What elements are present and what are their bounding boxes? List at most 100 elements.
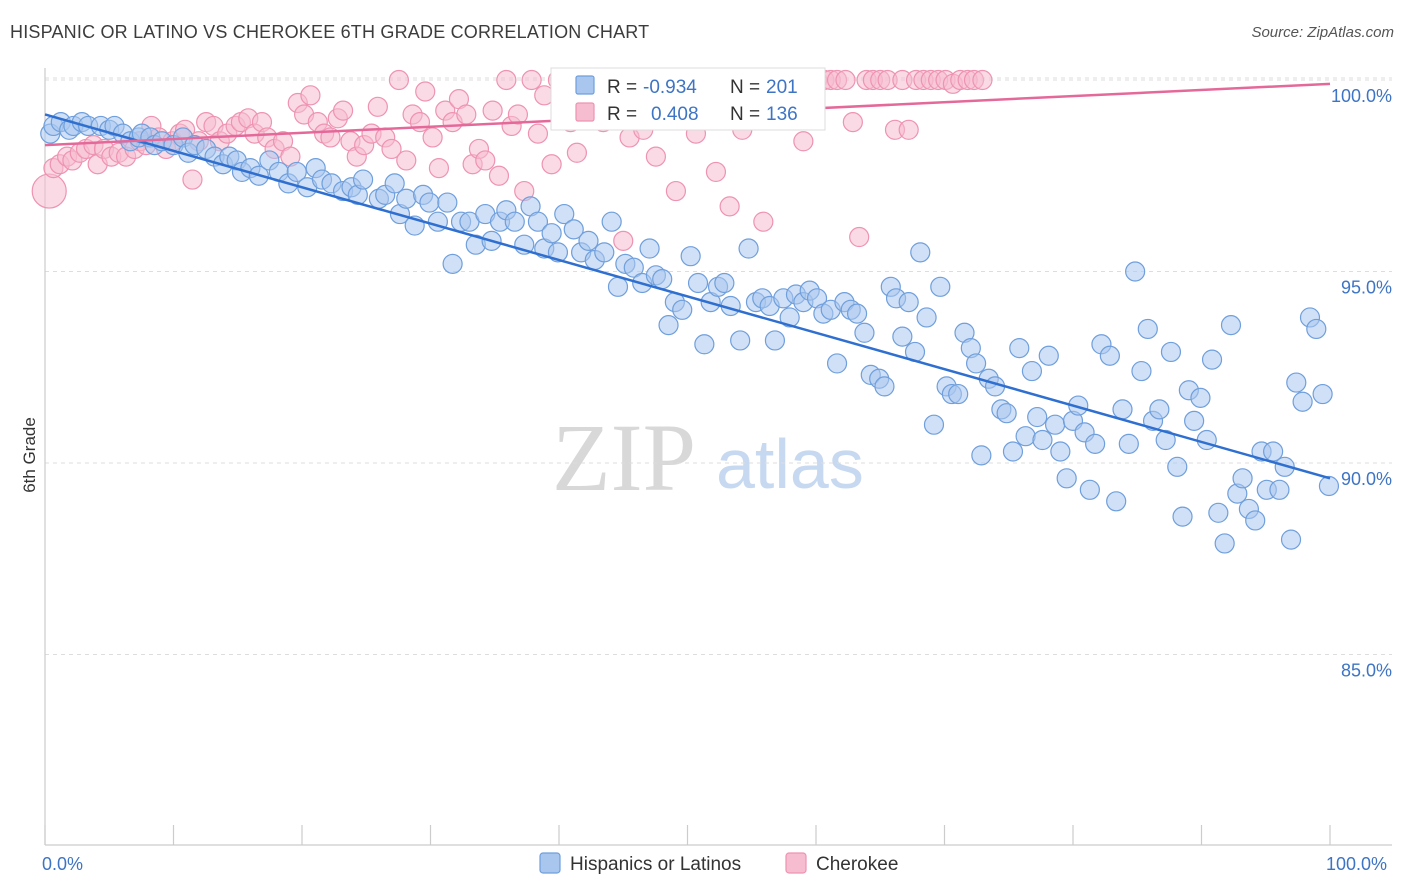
hispanic-point: [1220, 315, 1242, 336]
x-tick-label-max: 100.0%: [1326, 854, 1387, 874]
cherokee-point: [496, 69, 517, 91]
bottom-legend-swatch-cherokee: [785, 852, 807, 874]
cherokee-point: [705, 161, 727, 183]
hispanic-point: [1079, 479, 1100, 500]
y-axis-title: 6th Grade: [20, 417, 39, 493]
legend-r-label-cherokee: R =: [607, 104, 637, 125]
legend-n-value-cherokee: 136: [766, 104, 798, 125]
hispanic-point: [1118, 433, 1139, 454]
cherokee-point: [507, 104, 529, 125]
hispanic-point: [1002, 441, 1024, 462]
hispanic-point: [601, 211, 622, 232]
cherokee-point: [396, 150, 417, 171]
bottom-legend-label-cherokee: Cherokee: [816, 854, 898, 875]
hispanic-point: [1214, 533, 1235, 554]
hispanic-point: [1172, 506, 1193, 527]
hispanic-point: [1208, 502, 1229, 523]
hispanic-point: [680, 246, 701, 267]
hispanic-point: [1125, 261, 1146, 282]
legend-n-label-cherokee: N =: [730, 104, 760, 125]
cherokee-point: [182, 169, 203, 190]
hispanic-point: [730, 330, 751, 351]
hispanic-point: [504, 211, 525, 232]
y-tick-label: 90.0%: [1341, 469, 1392, 489]
hispanic-point: [578, 230, 599, 251]
hispanic-point: [854, 322, 875, 343]
hispanic-point: [1131, 360, 1152, 382]
hispanic-point: [1009, 338, 1030, 359]
hispanic-point: [527, 211, 549, 232]
legend-r-label-hispanic: R =: [607, 77, 637, 98]
hispanic-point: [898, 292, 919, 313]
hispanic-point: [1286, 372, 1307, 393]
x-axis-ticks: [44, 825, 1331, 845]
y-tick-labels: 85.0% 90.0% 95.0% 100.0%: [1331, 86, 1392, 681]
hispanic-point: [286, 161, 307, 183]
hispanic-point: [1112, 399, 1133, 420]
cherokee-point: [972, 69, 993, 91]
legend-n-label-hispanic: N =: [730, 77, 760, 98]
hispanic-point: [1032, 429, 1053, 451]
hispanic-point: [594, 242, 615, 263]
hispanic-trend-line: [44, 113, 1331, 480]
hispanic-point: [419, 192, 440, 213]
hispanic-point: [971, 445, 992, 466]
hispanic-point: [1099, 345, 1120, 366]
legend-r-value-hispanic: -0.934: [643, 77, 697, 98]
hispanic-point: [639, 238, 660, 259]
cherokee-point: [388, 69, 410, 91]
cherokee-point: [842, 112, 863, 133]
cherokee-point: [422, 127, 443, 148]
x-tick-label-min: 0.0%: [42, 854, 83, 874]
hispanic-point: [1038, 345, 1059, 366]
cherokee-point: [566, 142, 588, 163]
cherokee-point: [665, 180, 687, 202]
bottom-legend-label-hispanic: Hispanics or Latinos: [570, 854, 741, 875]
hispanic-point: [1050, 441, 1071, 462]
hispanic-point: [1190, 387, 1211, 408]
hispanic-point: [396, 188, 417, 209]
hispanic-point: [563, 219, 584, 240]
stats-legend: R = -0.934 N = 201 R = 0.408 N = 136: [550, 67, 826, 131]
legend-n-value-hispanic: 201: [766, 77, 798, 98]
chart-source: Source: ZipAtlas.com: [1251, 24, 1394, 41]
hispanic-point: [694, 334, 715, 355]
cherokee-point: [488, 165, 510, 186]
hispanic-point: [923, 414, 945, 435]
hispanic-point: [916, 307, 937, 328]
cherokee-point: [613, 230, 634, 251]
hispanic-point: [826, 353, 848, 374]
hispanic-point: [1184, 410, 1205, 431]
hispanic-point: [1201, 349, 1223, 370]
hispanic-point: [874, 376, 895, 397]
legend-r-value-cherokee: 0.408: [651, 104, 699, 125]
hispanic-point: [652, 269, 673, 290]
cherokee-point: [835, 69, 856, 91]
series-legend: Hispanics or Latinos Cherokee: [539, 852, 898, 875]
hispanic-point: [554, 203, 575, 225]
cherokee-point: [898, 119, 919, 140]
hispanic-point: [948, 383, 969, 405]
cherokee-point: [521, 69, 542, 91]
hispanic-point: [930, 276, 951, 297]
cherokee-point: [475, 150, 496, 171]
hispanic-point: [779, 307, 800, 328]
hispanic-point: [352, 169, 374, 190]
chart-title: HISPANIC OR LATINO VS CHEROKEE 6TH GRADE…: [10, 22, 650, 42]
hispanic-point: [1027, 406, 1048, 428]
hispanic-point: [1137, 318, 1158, 340]
cherokee-point: [527, 123, 549, 144]
cherokee-point: [381, 138, 402, 160]
hispanic-point: [965, 353, 987, 374]
stats-legend-box: [550, 67, 826, 131]
cherokee-point: [367, 96, 388, 117]
cherokee-point: [332, 100, 354, 121]
hispanic-point: [892, 326, 913, 347]
hispanic-point: [764, 330, 786, 351]
hispanic-point: [1015, 426, 1036, 447]
legend-swatch-cherokee: [575, 102, 595, 122]
hispanic-point: [1245, 510, 1266, 531]
hispanic-point: [687, 272, 709, 294]
hispanic-point: [1274, 456, 1295, 477]
